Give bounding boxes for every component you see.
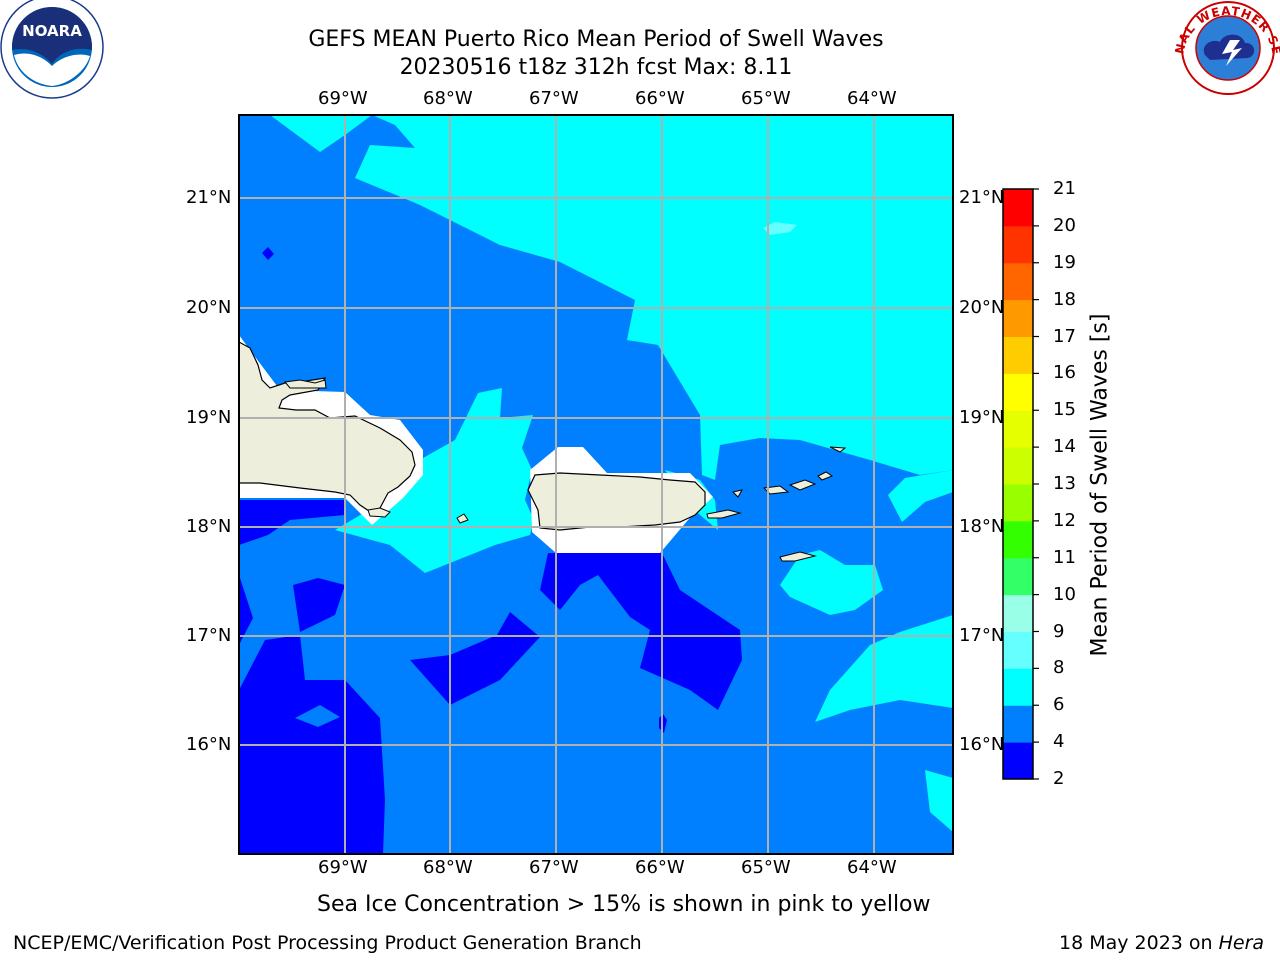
swell-band-2-4-southwest: [239, 575, 253, 645]
colorbar-swatch: [1003, 668, 1033, 706]
colorbar-title: Mean Period of Swell Waves [s]: [1087, 313, 1113, 657]
colorbar-swatch: [1003, 373, 1033, 411]
swell-band-6-8-southeast-lower: [815, 615, 953, 722]
lon-label-bottom-68w: 68°W: [423, 857, 473, 878]
swell-band-2-4-south-of-pr: [540, 553, 742, 710]
colorbar-tick-label: 8: [1053, 657, 1065, 679]
lat-label-right-20n: 20°N: [959, 297, 1005, 318]
footer-credit: NCEP/EMC/Verification Post Processing Pr…: [13, 932, 642, 954]
lon-label-top-67w: 67°W: [529, 88, 579, 109]
lat-label-right-21n: 21°N: [959, 187, 1005, 208]
lat-label-right-16n: 16°N: [959, 734, 1005, 755]
lat-label-left-18n: 18°N: [186, 516, 232, 537]
colorbar-swatch: [1003, 520, 1033, 559]
colorbar-tick-label: 10: [1053, 583, 1076, 605]
colorbar-swatch: [1003, 410, 1033, 448]
lon-label-top-68w: 68°W: [423, 88, 473, 109]
colorbar-swatch: [1003, 262, 1033, 301]
colorbar-swatch: [1003, 189, 1033, 227]
colorbar-tick-label: 4: [1053, 731, 1065, 753]
lon-label-top-69w: 69°W: [318, 88, 368, 109]
lon-label-bottom-67w: 67°W: [529, 857, 579, 878]
colorbar-tick-label: 18: [1053, 288, 1076, 310]
lon-label-bottom-64w: 64°W: [847, 857, 897, 878]
sea-ice-note: Sea Ice Concentration > 15% is shown in …: [317, 892, 931, 917]
footer-date-text: 18 May 2023 on: [1059, 932, 1219, 954]
colorbar-tick-label: 12: [1053, 509, 1076, 531]
lat-label-left-17n: 17°N: [186, 625, 232, 646]
footer-host: Hera: [1218, 932, 1265, 954]
noaa-logo: NOARA: [0, 0, 104, 99]
graticule: [239, 115, 953, 854]
lon-label-top-65w: 65°W: [741, 88, 791, 109]
land-vieques: [706, 509, 742, 519]
land-mona-island: [456, 513, 469, 524]
map-frame: [238, 114, 954, 855]
colorbar-tick-label: 15: [1053, 399, 1076, 421]
colorbar: [1003, 189, 1033, 780]
swell-band-6-8-east-edge: [888, 470, 953, 522]
colorbar-tick-label: 14: [1053, 436, 1076, 458]
colorbar-tick-label: 20: [1053, 214, 1076, 236]
land-virgin-islands: [732, 446, 847, 498]
lon-label-bottom-65w: 65°W: [741, 857, 791, 878]
colorbar-tick-label: 21: [1053, 178, 1076, 199]
figure-subtitle: 20230516 t18z 312h fcst Max: 8.11: [399, 55, 793, 80]
colorbar-swatch: [1003, 299, 1033, 337]
map-panel: [239, 115, 953, 854]
lon-label-top-66w: 66°W: [635, 88, 685, 109]
swell-band-6-8-southeast: [780, 550, 883, 615]
colorbar-swatch: [1003, 631, 1033, 669]
lon-label-top-64w: 64°W: [847, 88, 897, 109]
land-puerto-rico: [527, 472, 706, 531]
colorbar-tick-label: 11: [1053, 546, 1076, 568]
lat-label-left-21n: 21°N: [186, 187, 232, 208]
colorbar-swatch: [1003, 705, 1033, 743]
swell-band-6-8-northeast: [270, 115, 953, 480]
lat-label-right-17n: 17°N: [959, 625, 1005, 646]
lon-label-bottom-69w: 69°W: [318, 857, 368, 878]
colorbar-swatch: [1003, 742, 1033, 780]
colorbar-tick-marks: [1033, 188, 1039, 780]
colorbar-tick-label: 17: [1053, 325, 1076, 347]
lon-label-bottom-66w: 66°W: [635, 857, 685, 878]
land-tortuga: [284, 379, 327, 389]
colorbar-swatch: [1003, 336, 1033, 374]
colorbar-swatch: [1003, 484, 1033, 522]
colorbar-tick-label: 6: [1053, 694, 1065, 716]
colorbar-swatch: [1003, 447, 1033, 485]
swell-band-4-6-pocket: [295, 705, 340, 727]
colorbar-swatch: [1003, 594, 1033, 632]
lat-label-right-18n: 18°N: [959, 516, 1005, 537]
land-st-croix: [779, 551, 817, 562]
lat-label-left-16n: 16°N: [186, 734, 232, 755]
footer-date: 18 May 2023 on Hera: [1059, 932, 1264, 954]
swell-band-2-4-west: [239, 500, 345, 545]
swell-band-2-4-dot: [262, 247, 274, 260]
colorbar-tick-label: 9: [1053, 620, 1065, 642]
swell-band-2-4-sw-finger: [293, 578, 345, 632]
colorbar-tick-label: 2: [1053, 768, 1065, 789]
lat-label-right-19n: 19°N: [959, 407, 1005, 428]
colorbar-tick-label: 19: [1053, 251, 1076, 273]
land-isla-saona: [367, 507, 391, 518]
figure-title: GEFS MEAN Puerto Rico Mean Period of Swe…: [308, 27, 884, 52]
noaa-logo-text: NOARA: [22, 22, 82, 40]
lat-label-left-20n: 20°N: [186, 297, 232, 318]
swell-band-6-8-southeast-corner: [925, 770, 953, 832]
lat-label-left-19n: 19°N: [186, 407, 232, 428]
colorbar-swatch: [1003, 557, 1033, 596]
colorbar-tick-label: 16: [1053, 362, 1076, 384]
swell-band-8-9-patch: [763, 222, 797, 235]
colorbar-swatch: [1003, 225, 1033, 264]
colorbar-tick-label: 13: [1053, 473, 1076, 494]
